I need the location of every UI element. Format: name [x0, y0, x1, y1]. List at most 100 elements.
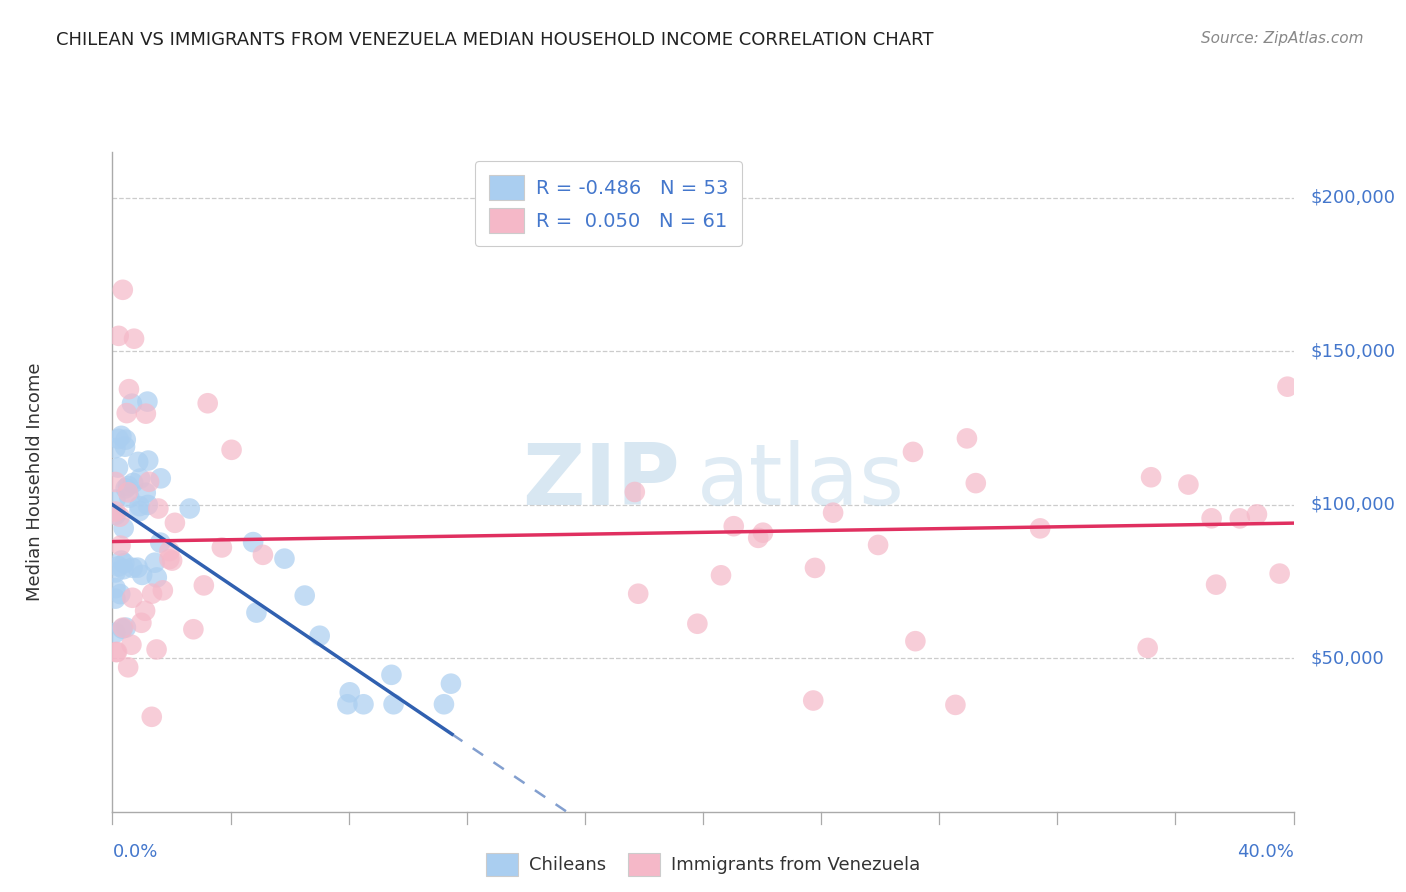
Point — [108, 509, 131, 524]
Point — [141, 710, 163, 724]
Point — [128, 504, 150, 518]
Point — [114, 440, 136, 454]
Point — [308, 629, 330, 643]
Point — [157, 552, 180, 566]
Text: 40.0%: 40.0% — [1237, 843, 1294, 861]
Point — [104, 581, 127, 595]
Point — [143, 556, 166, 570]
Point — [160, 553, 183, 567]
Point — [149, 471, 172, 485]
Point — [129, 471, 152, 485]
Point — [273, 551, 295, 566]
Point — [1140, 470, 1163, 484]
Text: atlas: atlas — [697, 440, 905, 524]
Point — [111, 283, 134, 297]
Point — [121, 397, 143, 411]
Point — [138, 475, 160, 489]
Point — [114, 481, 136, 495]
Point — [382, 698, 405, 712]
Point — [752, 525, 775, 540]
Point — [1205, 577, 1227, 591]
Point — [114, 433, 136, 447]
Point — [804, 561, 827, 575]
Legend: Chileans, Immigrants from Venezuela: Chileans, Immigrants from Venezuela — [477, 844, 929, 885]
Text: $100,000: $100,000 — [1310, 496, 1395, 514]
Point — [163, 516, 186, 530]
Point — [901, 445, 924, 459]
Point — [127, 455, 149, 469]
Point — [107, 460, 129, 475]
Point — [336, 698, 359, 712]
Point — [115, 406, 138, 420]
Text: CHILEAN VS IMMIGRANTS FROM VENEZUELA MEDIAN HOUSEHOLD INCOME CORRELATION CHART: CHILEAN VS IMMIGRANTS FROM VENEZUELA MED… — [56, 31, 934, 49]
Point — [115, 621, 138, 635]
Point — [956, 431, 979, 445]
Point — [112, 521, 135, 535]
Point — [107, 329, 129, 343]
Point — [104, 441, 127, 455]
Point — [112, 556, 135, 570]
Point — [823, 506, 845, 520]
Point — [723, 519, 745, 533]
Point — [111, 622, 134, 636]
Point — [105, 645, 128, 659]
Point — [117, 660, 139, 674]
Point — [110, 429, 132, 443]
Point — [107, 559, 129, 574]
Point — [131, 568, 153, 582]
Point — [118, 382, 141, 396]
Point — [149, 535, 172, 549]
Point — [121, 561, 143, 575]
Point — [104, 566, 127, 580]
Point — [104, 492, 127, 507]
Point — [747, 531, 769, 545]
Point — [159, 544, 181, 558]
Point — [122, 332, 145, 346]
Point — [105, 645, 128, 659]
Point — [183, 622, 205, 636]
Point — [136, 498, 159, 512]
Text: $150,000: $150,000 — [1310, 343, 1396, 360]
Point — [245, 606, 267, 620]
Point — [127, 560, 149, 574]
Text: $50,000: $50,000 — [1310, 649, 1384, 667]
Point — [440, 676, 463, 690]
Point — [1136, 640, 1159, 655]
Point — [294, 589, 316, 603]
Point — [1029, 521, 1052, 535]
Point — [1246, 508, 1268, 522]
Point — [380, 668, 402, 682]
Point — [623, 485, 645, 500]
Point — [152, 583, 174, 598]
Point — [801, 693, 824, 707]
Point — [252, 548, 274, 562]
Point — [117, 485, 139, 500]
Point — [242, 535, 264, 549]
Point — [120, 638, 142, 652]
Point — [353, 698, 375, 712]
Point — [627, 587, 650, 601]
Point — [107, 432, 129, 446]
Text: Median Household Income: Median Household Income — [27, 362, 44, 601]
Point — [134, 604, 156, 618]
Point — [179, 501, 201, 516]
Point — [945, 698, 967, 712]
Point — [104, 625, 127, 640]
Text: ZIP: ZIP — [522, 440, 679, 524]
Point — [146, 570, 169, 584]
Point — [1201, 511, 1223, 525]
Point — [211, 541, 233, 555]
Point — [710, 568, 733, 582]
Point — [193, 578, 215, 592]
Point — [104, 475, 127, 489]
Point — [112, 562, 135, 576]
Point — [965, 476, 987, 491]
Point — [104, 508, 127, 522]
Point — [110, 587, 132, 601]
Point — [136, 394, 159, 409]
Point — [131, 615, 153, 630]
Point — [1277, 379, 1299, 393]
Point — [111, 621, 134, 635]
Point — [141, 587, 163, 601]
Point — [110, 539, 132, 553]
